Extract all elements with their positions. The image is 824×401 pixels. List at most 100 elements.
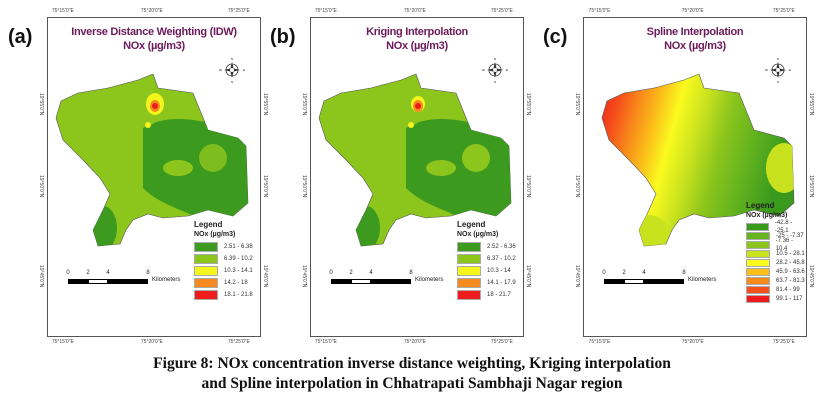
lon-tick-label: 75°20'0"E	[681, 339, 704, 345]
map-subtitle: NOx (µg/m3)	[664, 40, 726, 52]
legend: Legend NOx (µg/m3) 2.52 - 6.36 6.37 - 10.2…	[457, 220, 516, 302]
scale-label: 8	[409, 270, 413, 276]
scale-label: 0	[66, 270, 70, 276]
legend-range: 81.4 - 99	[776, 287, 800, 293]
legend-swatch	[457, 278, 481, 288]
legend-item: 6.39 - 10.2	[194, 254, 253, 264]
legend-item: 45.9 - 63.6	[746, 268, 806, 276]
legend-swatch	[746, 286, 770, 294]
legend-item: 2.52 - 6.36	[457, 242, 516, 252]
legend-item: -25 - -7.37	[746, 232, 806, 240]
legend-subheading: NOx (µg/m3)	[457, 231, 499, 238]
legend-swatch	[457, 266, 481, 276]
legend-swatch	[746, 232, 770, 240]
legend-range: 28.2 - 45.8	[776, 260, 805, 266]
map-subtitle: NOx (µg/m3)	[386, 40, 448, 52]
hotspot	[415, 103, 421, 109]
lon-tick-label: 75°25'0"E	[227, 339, 250, 345]
map-frame: N S E W Inverse Distance Weighting (IDW) N…	[38, 8, 268, 345]
legend-swatch	[194, 266, 218, 276]
legend-range: -42.8 - -25.1	[774, 220, 793, 234]
legend-heading: Legend	[194, 220, 223, 229]
scale-label: 2	[622, 270, 626, 276]
legend-range: 18 - 21.7	[487, 292, 511, 298]
legend-swatch	[194, 278, 218, 288]
lat-tick-label: 19°50'0"N	[38, 175, 44, 198]
low-zone	[89, 206, 117, 246]
legend-range: -7.36 - 10.4	[775, 238, 794, 252]
lon-tick-label: 75°25'0"E	[772, 339, 795, 345]
legend-item: 18 - 21.7	[457, 290, 516, 300]
legend: Legend NOx (µg/m3) 2.51 - 6.38 6.39 - 10.2…	[194, 220, 253, 302]
lon-tick-label: 75°20'0"E	[681, 8, 704, 14]
lat-tick-label: 19°50'0"N	[262, 175, 268, 198]
legend-subheading: NOx (µg/m3)	[194, 231, 236, 238]
compass-icon: N S E W	[765, 57, 791, 84]
scale-label: 0	[329, 270, 333, 276]
legend-range: -25 - -7.37	[776, 233, 804, 239]
svg-text:E: E	[506, 68, 508, 72]
mid-zone	[462, 144, 490, 172]
legend-swatch	[194, 242, 218, 252]
legend-swatch	[746, 223, 769, 231]
legend-range: 6.39 - 10.2	[224, 256, 253, 262]
legend-item: -7.36 - 10.4	[746, 238, 806, 252]
compass-icon: N S E W	[219, 57, 245, 84]
lat-tick-label: 19°55'0"N	[525, 93, 531, 116]
lon-tick-label: 75°15'0"E	[588, 339, 611, 345]
lat-tick-label: 19°45'0"N	[525, 265, 531, 288]
mid-zone	[163, 160, 193, 176]
scale-label: 2	[349, 270, 353, 276]
low-zone	[352, 206, 380, 246]
legend-range: 63.7 - 81.3	[776, 278, 805, 284]
legend-range: 10.3 - 14.1	[224, 268, 253, 274]
legend-item: 99.1 - 117	[746, 295, 806, 303]
scale-unit: Kilometers	[415, 277, 444, 283]
legend-range: 10.3 - 14	[487, 268, 511, 274]
figure-caption: Figure 8: NOx concentration inverse dist…	[0, 354, 824, 394]
lat-tick-label: 19°45'0"N	[574, 265, 580, 288]
scale-label: 8	[682, 270, 686, 276]
svg-text:S: S	[494, 80, 496, 84]
legend-swatch	[457, 290, 481, 300]
hotspot	[152, 103, 158, 109]
legend-swatch	[746, 295, 770, 303]
hotspot	[145, 122, 151, 128]
lon-tick-label: 75°25'0"E	[490, 8, 513, 14]
hotspot	[408, 122, 414, 128]
legend-item: 10.3 - 14.1	[194, 266, 253, 276]
panel-label: (c)	[543, 26, 568, 48]
svg-text:W: W	[219, 68, 222, 72]
map-title: Spline Interpolation	[646, 26, 744, 38]
legend-swatch	[194, 254, 218, 264]
legend-item: 18.1 - 21.8	[194, 290, 253, 300]
map-title: Kriging Interpolation	[366, 26, 468, 38]
svg-text:W: W	[482, 68, 485, 72]
compass-icon: N S E W	[482, 57, 508, 84]
map-subtitle: NOx (µg/m3)	[123, 40, 185, 52]
legend-range: 2.51 - 6.38	[224, 244, 253, 250]
mid-zone	[426, 160, 456, 176]
legend-item: -42.8 - -25.1	[746, 220, 806, 234]
svg-text:N: N	[777, 57, 779, 61]
lon-tick-label: 75°15'0"E	[588, 8, 611, 14]
map-titles: Kriging Interpolation NOx (µg/m3)	[311, 25, 523, 53]
scale-unit: Kilometers	[688, 277, 717, 283]
svg-text:W: W	[765, 68, 768, 72]
legend-item: 10.3 - 14	[457, 266, 516, 276]
lat-tick-label: 19°55'0"N	[808, 93, 814, 116]
svg-text:S: S	[231, 80, 233, 84]
legend-range: 45.9 - 63.6	[776, 269, 805, 275]
mid-zone	[402, 111, 420, 125]
lon-tick-label: 75°20'0"E	[140, 339, 163, 345]
scale-label: 4	[106, 270, 110, 276]
legend-item: 28.2 - 45.8	[746, 259, 806, 267]
low-zone	[143, 119, 248, 218]
map-titles: Inverse Distance Weighting (IDW) NOx (µg…	[48, 25, 260, 53]
svg-text:N: N	[231, 57, 233, 61]
legend-swatch	[194, 290, 218, 300]
scale-bar: 0 2 4 8 Kilometers	[66, 270, 196, 286]
map-frame: N S E W Spline Interpolation NOx (µg/m3) 7…	[574, 8, 814, 345]
scale-bar: 0 2 4 8 Kilometers	[329, 270, 459, 286]
